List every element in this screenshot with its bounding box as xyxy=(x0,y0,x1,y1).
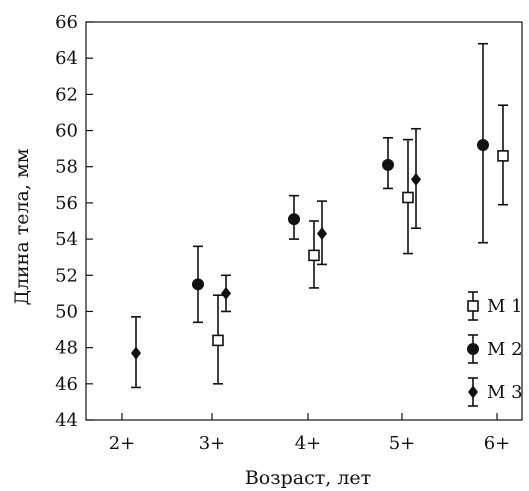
axes: 44 46 48 50 52 54 56 58 60 62 64 66 2+ 3+ 4+ 5+ 6+ xyxy=(55,12,523,454)
series-2 xyxy=(192,42,489,324)
point-s2-2 xyxy=(382,158,394,171)
legend-label-2: М 2 xyxy=(487,339,523,360)
y-tick-label-3: 50 xyxy=(55,301,78,322)
x-tick-label-0: 2+ xyxy=(109,433,136,454)
y-tick-label-2: 48 xyxy=(55,338,78,359)
point-s1-2 xyxy=(402,191,414,204)
y-tick-label-8: 60 xyxy=(55,121,78,142)
data-marks xyxy=(131,42,509,389)
y-tick-label-0: 44 xyxy=(55,410,78,431)
x-tick-label-2: 4+ xyxy=(295,433,322,454)
x-tick-label-1: 3+ xyxy=(199,433,226,454)
point-s2-3 xyxy=(477,139,489,152)
legend-marker xyxy=(467,343,479,355)
y-tick-label-9: 62 xyxy=(55,84,78,105)
legend: М 1 М 2 М 3 xyxy=(467,291,523,407)
point-s3-2 xyxy=(317,227,327,241)
legend-marker xyxy=(467,300,479,312)
point-s1-3 xyxy=(497,150,509,162)
legend-marker xyxy=(468,385,478,399)
series-3 xyxy=(131,127,421,389)
point-s3-3 xyxy=(411,172,421,186)
y-tick-label-7: 58 xyxy=(55,157,78,178)
y-tick-label-5: 54 xyxy=(55,229,78,250)
legend-item-3: М 3 xyxy=(468,377,523,407)
y-tick-label-4: 52 xyxy=(55,265,78,286)
x-tick-label-4: 6+ xyxy=(484,433,511,454)
series-1 xyxy=(212,104,509,385)
y-tick-label-1: 46 xyxy=(55,374,78,395)
y-axis-title: Длина тела, мм xyxy=(11,148,33,305)
point-s2-0 xyxy=(192,278,204,291)
legend-item-1: М 1 xyxy=(467,291,523,321)
legend-label-1: М 1 xyxy=(487,296,523,317)
y-tick-label-11: 66 xyxy=(55,12,78,33)
point-s3-0 xyxy=(131,346,141,360)
x-tick-label-3: 5+ xyxy=(389,433,416,454)
point-s3-1 xyxy=(221,286,231,300)
legend-item-2: М 2 xyxy=(467,334,523,364)
legend-label-3: М 3 xyxy=(487,382,523,403)
x-axis-title: Возраст, лет xyxy=(245,467,371,489)
plot-frame xyxy=(85,21,523,421)
y-tick-label-10: 64 xyxy=(55,48,78,69)
point-s1-1 xyxy=(308,249,320,262)
point-s1-0 xyxy=(212,334,224,347)
point-s2-1 xyxy=(288,213,300,226)
y-tick-label-6: 56 xyxy=(55,193,78,214)
